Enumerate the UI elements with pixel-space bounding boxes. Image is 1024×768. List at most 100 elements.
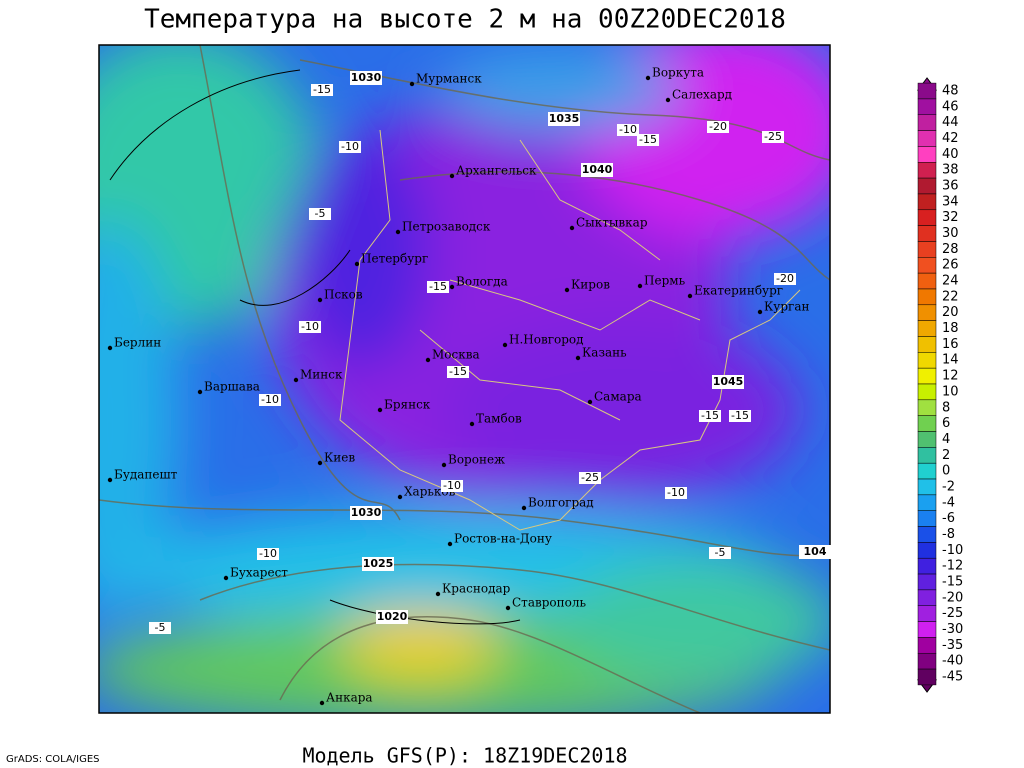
legend-label: -4	[942, 495, 955, 510]
city-dot	[521, 505, 527, 511]
isobar-label: 1035	[549, 112, 580, 125]
legend-label: -20	[942, 590, 963, 605]
city-label: Тамбов	[476, 412, 522, 426]
legend-label: 18	[942, 321, 959, 336]
city-label: Киров	[571, 278, 610, 292]
city-label: Минск	[300, 368, 343, 382]
legend-color-band	[917, 431, 937, 448]
isobar-label-box	[376, 610, 408, 624]
legend-label: 48	[942, 84, 959, 99]
credit: GrADS: COLA/IGES	[6, 754, 100, 765]
city-label: Псков	[324, 288, 363, 302]
contour-label: -25	[764, 130, 782, 143]
city-dot	[435, 591, 441, 597]
contour-label: -5	[155, 621, 166, 634]
contour-label-box	[309, 208, 331, 220]
isobar-label-box	[548, 112, 580, 126]
contour-label-box	[579, 472, 601, 484]
contour-label-box	[441, 480, 463, 492]
city-dot	[409, 81, 415, 87]
city-label: Салехард	[672, 88, 732, 102]
legend-label: -35	[942, 638, 963, 653]
contour-label-box	[259, 394, 281, 406]
city-dot	[447, 541, 453, 547]
legend-color-band	[917, 209, 937, 226]
contour-label: -15	[429, 280, 447, 293]
city-label: Екатеринбург	[694, 284, 783, 298]
legend-color-band	[917, 399, 937, 416]
city-label: Будапешт	[114, 468, 178, 482]
contour-label: -15	[313, 83, 331, 96]
map-area	[99, 45, 830, 713]
legend-label: 16	[942, 337, 959, 352]
city-dot	[441, 462, 447, 468]
contour-label-box	[707, 121, 729, 133]
city-label: Краснодар	[442, 582, 511, 596]
contour-label: -15	[701, 409, 719, 422]
contour-label: -10	[443, 479, 461, 492]
legend-color-band	[917, 589, 937, 606]
legend-color-band	[917, 494, 937, 511]
legend-label: 0	[942, 464, 950, 479]
city-label: Архангельск	[456, 164, 537, 178]
isobar-label: 1025	[363, 557, 394, 570]
map-frame	[98, 44, 831, 714]
city-label: Ставрополь	[512, 596, 586, 610]
city-dot	[293, 377, 299, 383]
city-label: Берлин	[114, 336, 161, 350]
legend-label: -25	[942, 606, 963, 621]
city-dot	[645, 75, 651, 81]
city-dot	[317, 297, 323, 303]
city-dot	[197, 389, 203, 395]
legend-color-band	[917, 526, 937, 543]
contour-label: -10	[667, 486, 685, 499]
legend-color-band	[917, 637, 937, 654]
legend-label: 46	[942, 99, 959, 114]
contour-label: -10	[261, 393, 279, 406]
contour-label: -15	[731, 409, 749, 422]
contour-label: -20	[709, 120, 727, 133]
city-label: Петербург	[361, 252, 428, 266]
city-label: Мурманск	[416, 72, 482, 86]
city-label: Курган	[764, 300, 809, 314]
city-dot	[425, 357, 431, 363]
legend-label: 32	[942, 210, 959, 225]
city-dot	[505, 605, 511, 611]
contour-label-box	[339, 141, 361, 153]
city-label: Самара	[594, 390, 642, 404]
legend-label: -40	[942, 654, 963, 669]
legend-label: 44	[942, 115, 959, 130]
contour-label: -20	[776, 272, 794, 285]
city-dot	[354, 261, 360, 267]
contour-label: -5	[315, 207, 326, 220]
isobar-label-box	[581, 163, 613, 177]
legend-label: 4	[942, 432, 950, 447]
legend-label: 20	[942, 305, 959, 320]
city-label: Волгоград	[528, 496, 594, 510]
legend-label: -6	[942, 511, 955, 526]
legend-label: 8	[942, 400, 950, 415]
city-dot	[449, 173, 455, 179]
contour-label-box	[729, 410, 751, 422]
city-dot	[637, 283, 643, 289]
isobar-label-box	[350, 71, 382, 85]
city-label: Ростов-на-Дону	[454, 532, 552, 546]
contour-label: -5	[715, 546, 726, 559]
legend-label: 22	[942, 289, 959, 304]
city-dot	[687, 293, 693, 299]
legend-label: 2	[942, 448, 950, 463]
contour-label: -10	[619, 123, 637, 136]
legend-color-band	[917, 225, 937, 242]
city-dot	[757, 309, 763, 315]
contour-label-box	[257, 548, 279, 560]
city-dot	[575, 355, 581, 361]
contour-label-box	[699, 410, 721, 422]
city-label: Сыктывкар	[576, 216, 648, 230]
legend-color-band	[917, 336, 937, 353]
contour-label: -25	[581, 471, 599, 484]
legend-label: -10	[942, 543, 963, 558]
legend-label: -2	[942, 479, 955, 494]
legend-label: -45	[942, 670, 963, 685]
legend-label: 12	[942, 369, 959, 384]
city-dot	[469, 421, 475, 427]
